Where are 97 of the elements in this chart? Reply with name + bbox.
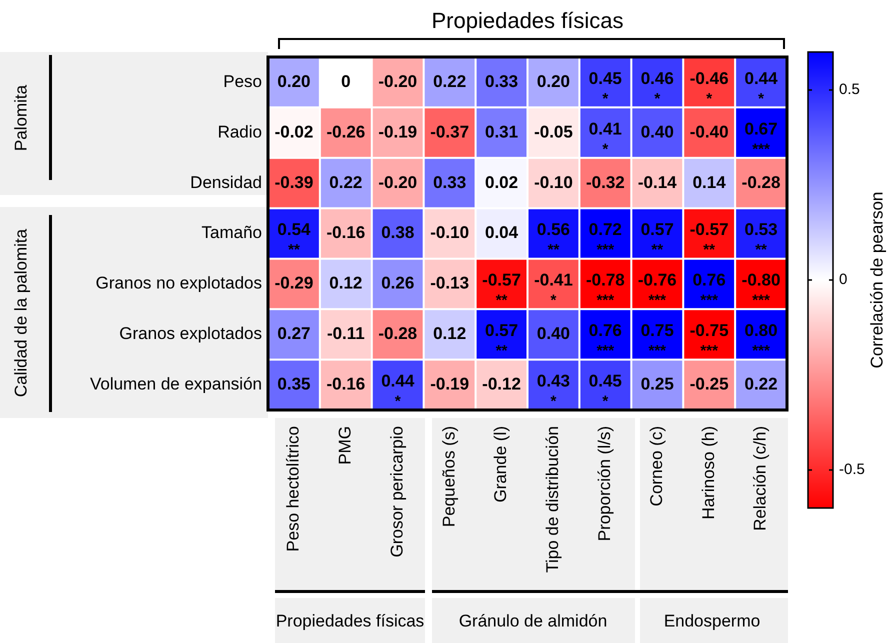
data-label: 0.45 * [588, 371, 622, 410]
x-tick-label: Proporción (l/s) [595, 426, 614, 542]
data-label: -0.19 [378, 122, 418, 142]
data-label: -0.28 [742, 172, 780, 192]
x-tick-label: Relación (c/h) [750, 426, 770, 531]
data-label: 0.04 [485, 223, 519, 242]
data-label: 0.43 * [536, 371, 570, 410]
data-label: -0.12 [482, 374, 521, 394]
data-label: -0.10 [430, 223, 470, 242]
data-label: 0.22 [744, 374, 778, 394]
data-label: -0.80 *** [742, 270, 780, 310]
data-label: 0.14 [692, 172, 726, 192]
x-tick-label: Peso hectolítrico [284, 426, 303, 552]
text: Palomita [12, 84, 31, 152]
y-tick-label: Peso [223, 72, 262, 91]
data-label: 0.40 [640, 122, 674, 142]
data-label: -0.05 [534, 122, 573, 142]
data-label: -0.20 [378, 172, 418, 192]
data-label: 0.40 [536, 324, 570, 344]
data-label: -0.20 [378, 72, 418, 91]
color-bar-label: 0 [839, 271, 848, 288]
y-tick-label: Radio [218, 122, 262, 142]
data-label: -0.75 *** [690, 321, 729, 360]
y-tick-label: Granos explotados [119, 324, 262, 344]
x-tick-label: Harinoso (h) [698, 426, 718, 520]
data-label: -0.10 [534, 172, 573, 192]
data-label: 0.46 * [640, 68, 674, 108]
data-label: 0.76 *** [692, 270, 726, 310]
data-label: -0.32 [586, 172, 625, 192]
data-label: -0.14 [638, 172, 678, 192]
color-bar-label: 0.5 [839, 81, 860, 98]
data-label: -0.25 [690, 374, 729, 394]
text: Endospermo [664, 612, 760, 631]
data-label: 0.72 *** [588, 220, 622, 259]
data-label: -0.13 [430, 274, 470, 293]
data-label: -0.28 [378, 324, 418, 344]
data-label: 0.33 [485, 72, 518, 91]
data-label: 0.80 *** [744, 321, 778, 360]
data-label: -0.29 [274, 274, 314, 293]
text: Gránulo de almidón [458, 612, 608, 631]
data-label: -0.19 [430, 374, 470, 394]
x-tick-label: Pequeños (s) [439, 426, 458, 528]
data-label: 0.44 * [744, 68, 778, 108]
data-label: 0.26 [381, 274, 414, 293]
data-label: 0.67 *** [744, 119, 778, 158]
data-label: -0.26 [326, 122, 366, 142]
y-tick-label: Densidad [190, 172, 262, 192]
data-label: 0.12 [433, 324, 466, 344]
data-label: -0.16 [326, 374, 366, 394]
data-label: 0.57 ** [640, 220, 674, 259]
data-label: 0.53 ** [744, 220, 778, 259]
data-label: 0.25 [640, 374, 674, 394]
y-tick-label: Tamaño [202, 223, 262, 242]
data-label: -0.57 ** [482, 270, 521, 310]
data-label: 0.22 [433, 72, 466, 91]
data-label: -0.40 [690, 122, 729, 142]
data-label: 0.57 ** [485, 321, 518, 360]
data-label: 0.41 * [588, 119, 622, 158]
data-label: 0.38 [381, 223, 414, 242]
x-tick-label: Corneo (c) [646, 426, 666, 506]
data-label: 0.45 * [588, 68, 622, 108]
data-label: 0.12 [329, 274, 362, 293]
data-label: 0.54 ** [277, 220, 312, 259]
data-label: -0.41 * [534, 270, 573, 310]
data-label: -0.46 * [690, 68, 729, 108]
data-label: -0.16 [326, 223, 366, 242]
data-label: -0.76 *** [638, 270, 677, 310]
x-tick-label: PMG [336, 426, 355, 465]
data-label: 0.20 [277, 72, 310, 91]
data-label: -0.11 [326, 324, 365, 344]
y-tick-label: Volumen de expansión [90, 374, 262, 394]
x-tick-label: Grosor pericarpio [387, 426, 406, 558]
data-label: 0 [341, 72, 351, 91]
data-label: 0.35 [277, 374, 310, 394]
y-tick-label: Granos no explotados [96, 274, 262, 293]
data-label: -0.78 *** [586, 270, 625, 310]
data-label: 0.75 *** [640, 321, 674, 360]
data-label: -0.57 ** [690, 220, 729, 259]
data-label: 0.33 [433, 172, 466, 192]
data-label: -0.37 [430, 122, 470, 142]
text: Calidad de la palomita [12, 228, 31, 398]
data-label: 0.22 [329, 172, 362, 192]
data-label: -0.39 [274, 172, 314, 192]
x-tick-label: Tipo de distribución [543, 426, 562, 573]
data-label: 0.02 [485, 172, 518, 192]
data-label: 0.20 [536, 72, 570, 91]
text: Propiedades físicas [276, 612, 424, 631]
color-bar-title: Correlación de pearson [868, 192, 887, 368]
data-label: 0.31 [485, 122, 518, 142]
data-label: 0.56 ** [536, 220, 570, 259]
data-label: -0.02 [274, 122, 314, 142]
x-tick-label: Grande (l) [491, 426, 510, 503]
chart-title: Propiedades físicas [432, 8, 624, 34]
data-label: 0.76 *** [588, 321, 622, 360]
color-bar-label: -0.5 [839, 461, 865, 478]
data-label: 0.44 * [381, 371, 415, 410]
data-label: 0.27 [277, 324, 310, 344]
